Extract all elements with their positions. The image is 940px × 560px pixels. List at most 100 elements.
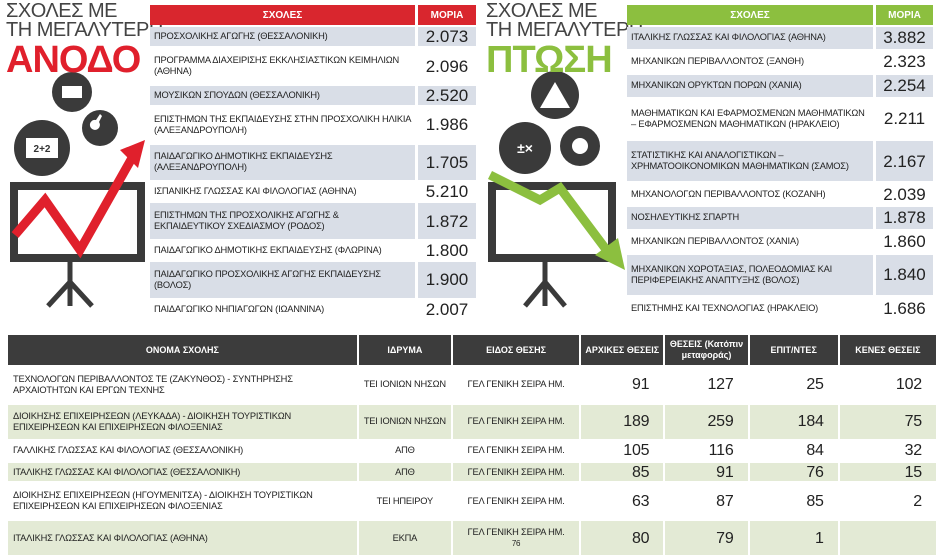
- school-name: ΙΣΠΑΝΙΚΗΣ ΓΛΩΣΣΑΣ ΚΑΙ ΦΙΛΟΛΟΓΙΑΣ (ΑΘΗΝΑ): [154, 186, 357, 197]
- rise-heading: ΣΧΟΛΕΣ ΜΕ ΤΗ ΜΕΓΑΛΥΤΕΡΗ ΑΝΟΔΟ: [6, 0, 163, 80]
- score: 1.986: [425, 115, 469, 135]
- cell: ΓΕΛ ΓΕΝΙΚΗ ΣΕΙΡΑ ΗΜ.: [467, 495, 565, 506]
- row: ΕΠΙΣΤΗΜΩΝ ΤΗΣ ΕΚΠΑΙΔΕΥΣΗΣ ΣΤΗΝ ΠΡΟΣΧΟΛΙΚ…: [150, 107, 476, 143]
- cell: 91: [665, 462, 748, 482]
- score: 2.520: [418, 85, 476, 106]
- header-cell: ΚΕΝΕΣ ΘΕΣΕΙΣ: [839, 335, 936, 365]
- header-row: ΣΧΟΛΕΣ ΜΟΡΙΑ: [150, 5, 476, 25]
- row: ΜΗΧΑΝΙΚΩΝ ΠΕΡΙΒΑΛΛΟΝΤΟΣ (ΧΑΝΙΑ) 1.860: [627, 231, 933, 253]
- school-name: ΜΑΘΗΜΑΤΙΚΩΝ ΚΑΙ ΕΦΑΡΜΟΣΜΕΝΩΝ ΜΑΘΗΜΑΤΙΚΩΝ…: [631, 107, 865, 129]
- row: ΜΗΧΑΝΙΚΩΝ ΠΕΡΙΒΑΛΛΟΝΤΟΣ (ΞΑΝΘΗ) 2.323: [627, 51, 933, 73]
- school-name: ΔΙΟΙΚΗΣΗΣ ΕΠΙΧΕΙΡΗΣΕΩΝ (ΗΓΟΥΜΕΝΙΤΣΑ) - Δ…: [13, 490, 313, 512]
- cell: ΤΕΙ ΗΠΕΙΡΟΥ: [376, 495, 434, 506]
- cell: 80: [581, 521, 664, 555]
- cell: ΤΕΙ ΙΟΝΙΩΝ ΝΗΣΩΝ: [363, 379, 446, 390]
- cell: 85: [581, 462, 664, 482]
- school-name: ΜΗΧΑΝΙΚΩΝ ΠΕΡΙΒΑΛΛΟΝΤΟΣ (ΞΑΝΘΗ): [631, 56, 804, 67]
- cell: ΑΠΘ: [395, 445, 415, 456]
- school-name: ΜΗΧΑΝΙΚΩΝ ΧΩΡΟΤΑΞΙΑΣ, ΠΟΛΕΟΔΟΜΙΑΣ ΚΑΙ ΠΕ…: [627, 254, 873, 296]
- cell: 15: [839, 462, 936, 482]
- score: 3.882: [876, 27, 933, 49]
- cell: ΤΕΙ ΙΟΝΙΩΝ ΝΗΣΩΝ: [358, 404, 451, 439]
- cell: 63: [631, 492, 650, 510]
- header-row: ΣΧΟΛΕΣ ΜΟΡΙΑ: [627, 5, 933, 25]
- row: ΠΡΟΣΧΟΛΙΚΗΣ ΑΓΩΓΗΣ (ΘΕΣΣΑΛΟΝΙΚΗ) 2.073: [150, 27, 476, 47]
- cell: 184: [749, 404, 838, 439]
- header-cell: ΕΙΔΟΣ ΘΕΣΗΣ: [452, 335, 580, 365]
- school-name: ΜΗΧΑΝΙΚΩΝ ΠΕΡΙΒΑΛΛΟΝΤΟΣ (ΧΑΝΙΑ): [631, 236, 799, 247]
- cell: ΑΠΘ: [358, 462, 451, 482]
- school-name: ΙΤΑΛΙΚΗΣ ΓΛΩΣΣΑΣ ΚΑΙ ΦΙΛΟΛΟΓΙΑΣ (ΑΘΗΝΑ): [627, 27, 873, 49]
- school-name: ΝΟΣΗΛΕΥΤΙΚΗΣ ΣΠΑΡΤΗ: [627, 207, 873, 229]
- score: 5.210: [425, 182, 469, 202]
- score: 1.686: [883, 298, 926, 318]
- cell: ΕΚΠΑ: [358, 521, 451, 555]
- score: 1.872: [418, 203, 476, 239]
- school-name: ΣΤΑΤΙΣΤΙΚΗΣ ΚΑΙ ΑΝΑΛΟΓΙΣΤΙΚΩΝ – ΧΡΗΜΑΤΟΟ…: [627, 140, 873, 182]
- school-name: ΠΡΟΣΧΟΛΙΚΗΣ ΑΓΩΓΗΣ (ΘΕΣΣΑΛΟΝΙΚΗ): [150, 27, 415, 47]
- school-name: ΓΑΛΛΙΚΗΣ ΓΛΩΣΣΑΣ ΚΑΙ ΦΙΛΟΛΟΓΙΑΣ (ΘΕΣΣΑΛΟ…: [13, 445, 244, 456]
- cell: 85: [806, 492, 824, 510]
- header-cell: ΟΝΟΜΑ ΣΧΟΛΗΣ: [8, 335, 357, 365]
- score: 1.878: [876, 207, 933, 229]
- cell: ΓΕΛ ΓΕΝΙΚΗ ΣΕΙΡΑ ΗΜ.: [452, 404, 580, 439]
- header-row: ΟΝΟΜΑ ΣΧΟΛΗΣ ΙΔΡΥΜΑ ΕΙΔΟΣ ΘΕΣΗΣ ΑΡΧΙΚΕΣ ΘΕΣ…: [8, 335, 936, 365]
- cell: 79: [665, 521, 748, 555]
- header-cell: ΜΟΡΙΑ: [876, 5, 933, 25]
- cell: 259: [665, 404, 748, 439]
- cell: 1: [749, 521, 838, 555]
- cell: 87: [716, 492, 734, 510]
- row: ΕΠΙΣΤΗΜΩΝ ΤΗΣ ΠΡΟΣΧΟΛΙΚΗΣ ΑΓΩΓΗΣ & ΕΚΠΑΙ…: [150, 203, 476, 239]
- school-name: ΠΑΙΔΑΓΩΓΙΚΟ ΠΡΟΣΧΟΛΙΚΗΣ ΑΓΩΓΗΣ ΕΚΠΑΙΔΕΥΣ…: [150, 262, 415, 298]
- school-name: ΠΑΙΔΑΓΩΓΙΚΟ ΝΗΠΙΑΓΩΓΩΝ (ΙΩΑΝΝΙΝΑ): [154, 303, 325, 314]
- row: ΠΑΙΔΑΓΩΓΙΚΟ ΔΗΜΟΤΙΚΗΣ ΕΚΠΑΙΔΕΥΣΗΣ (ΦΛΩΡΙ…: [150, 241, 476, 260]
- row: ΓΑΛΛΙΚΗΣ ΓΛΩΣΣΑΣ ΚΑΙ ΦΙΛΟΛΟΓΙΑΣ (ΘΕΣΣΑΛΟ…: [8, 442, 936, 460]
- row: ΙΣΠΑΝΙΚΗΣ ΓΛΩΣΣΑΣ ΚΑΙ ΦΙΛΟΛΟΓΙΑΣ (ΑΘΗΝΑ)…: [150, 182, 476, 201]
- row: ΕΠΙΣΤΗΜΗΣ ΚΑΙ ΤΕΧΝΟΛΟΓΙΑΣ (ΗΡΑΚΛΕΙΟ) 1.68…: [627, 297, 933, 319]
- cell: 25: [806, 376, 824, 394]
- cell: 75: [839, 404, 936, 439]
- cell: 91: [631, 376, 650, 394]
- heading-line: ΣΧΟΛΕΣ ΜΕ: [6, 0, 118, 22]
- row: ΜΗΧΑΝΙΚΩΝ ΟΡΥΚΤΩΝ ΠΟΡΩΝ (ΧΑΝΙΑ) 2.254: [627, 74, 933, 97]
- row: ΠΡΟΓΡΑΜΜΑ ΔΙΑΧΕΙΡΙΣΗΣ ΕΚΚΛΗΣΙΑΣΤΙΚΩΝ ΚΕΙ…: [150, 48, 476, 84]
- cell: 76: [749, 462, 838, 482]
- row: ΔΙΟΙΚΗΣΗΣ ΕΠΙΧΕΙΡΗΣΕΩΝ (ΛΕΥΚΑΔΑ) - ΔΙΟΙΚ…: [8, 404, 936, 439]
- row: ΙΤΑΛΙΚΗΣ ΓΛΩΣΣΑΣ ΚΑΙ ΦΙΛΟΛΟΓΙΑΣ (ΘΕΣΣΑΛΟ…: [8, 462, 936, 482]
- header-cell: ΣΧΟΛΕΣ: [150, 5, 415, 25]
- row: ΜΟΥΣΙΚΩΝ ΣΠΟΥΔΩΝ (ΘΕΣΣΑΛΟΝΙΚΗ) 2.520: [150, 85, 476, 106]
- row: ΠΑΙΔΑΓΩΓΙΚΟ ΔΗΜΟΤΙΚΗΣ ΕΚΠΑΙΔΕΥΣΗΣ (ΑΛΕΞΑ…: [150, 144, 476, 181]
- cell: 84: [806, 442, 824, 460]
- cell: 102: [895, 376, 922, 394]
- school-name: ΜΗΧΑΝΟΛΟΓΩΝ ΠΕΡΙΒΑΛΛΟΝΤΟΣ (ΚΟΖΑΝΗ): [631, 188, 826, 199]
- fall-heading: ΣΧΟΛΕΣ ΜΕ ΤΗ ΜΕΓΑΛΥΤΕΡΗ ΠΤΩΣΗ: [486, 1, 643, 81]
- cell: 105: [623, 442, 650, 460]
- row: ΔΙΟΙΚΗΣΗΣ ΕΠΙΧΕΙΡΗΣΕΩΝ (ΗΓΟΥΜΕΝΙΤΣΑ) - Δ…: [8, 484, 936, 518]
- cell-note: 76: [511, 539, 521, 549]
- row: ΙΤΑΛΙΚΗΣ ΓΛΩΣΣΑΣ ΚΑΙ ΦΙΛΟΛΟΓΙΑΣ (ΑΘΗΝΑ) Ε…: [8, 521, 936, 555]
- heading-line: ΤΗ ΜΕΓΑΛΥΤΕΡΗ: [486, 19, 643, 41]
- seats-table: ΟΝΟΜΑ ΣΧΟΛΗΣ ΙΔΡΥΜΑ ΕΙΔΟΣ ΘΕΣΗΣ ΑΡΧΙΚΕΣ ΘΕΣ…: [6, 332, 938, 558]
- header-cell: ΙΔΡΥΜΑ: [358, 335, 451, 365]
- row: ΜΑΘΗΜΑΤΙΚΩΝ ΚΑΙ ΕΦΑΡΜΟΣΜΕΝΩΝ ΜΑΘΗΜΑΤΙΚΩΝ…: [627, 99, 933, 139]
- row: ΠΑΙΔΑΓΩΓΙΚΟ ΝΗΠΙΑΓΩΓΩΝ (ΙΩΑΝΝΙΝΑ) 2.007: [150, 300, 476, 319]
- fall-table: ΣΧΟΛΕΣ ΜΟΡΙΑ ΙΤΑΛΙΚΗΣ ΓΛΩΣΣΑΣ ΚΑΙ ΦΙΛΟΛΟΓΙ…: [624, 3, 936, 321]
- score: 2.211: [883, 109, 926, 129]
- score: 1.705: [418, 144, 476, 181]
- header-cell: ΣΧΟΛΕΣ: [627, 5, 873, 25]
- row: ΜΗΧΑΝΟΛΟΓΩΝ ΠΕΡΙΒΑΛΛΟΝΤΟΣ (ΚΟΖΑΝΗ) 2.039: [627, 183, 933, 205]
- heading-highlight: ΠΤΩΣΗ: [486, 39, 613, 81]
- score: 2.167: [876, 140, 933, 182]
- score: 2.039: [883, 184, 926, 204]
- school-name: ΠΑΙΔΑΓΩΓΙΚΟ ΔΗΜΟΤΙΚΗΣ ΕΚΠΑΙΔΕΥΣΗΣ (ΦΛΩΡΙ…: [154, 245, 382, 255]
- svg-text:±×: ±×: [517, 140, 533, 156]
- row: ΝΟΣΗΛΕΥΤΙΚΗΣ ΣΠΑΡΤΗ 1.878: [627, 207, 933, 229]
- score: 2.073: [418, 27, 476, 47]
- cell: 32: [904, 442, 923, 460]
- score: 2.323: [883, 52, 926, 72]
- school-name: ΕΠΙΣΤΗΜΩΝ ΤΗΣ ΕΚΠΑΙΔΕΥΣΗΣ ΣΤΗΝ ΠΡΟΣΧΟΛΙΚ…: [154, 113, 411, 135]
- row: ΣΤΑΤΙΣΤΙΚΗΣ ΚΑΙ ΑΝΑΛΟΓΙΣΤΙΚΩΝ – ΧΡΗΜΑΤΟΟ…: [627, 140, 933, 182]
- header-cell: ΕΠΙΤ/ΝΤΕΣ: [749, 335, 838, 365]
- school-name: ΠΑΙΔΑΓΩΓΙΚΟ ΔΗΜΟΤΙΚΗΣ ΕΚΠΑΙΔΕΥΣΗΣ (ΑΛΕΞΑ…: [150, 144, 415, 181]
- svg-text:2+2: 2+2: [34, 144, 51, 155]
